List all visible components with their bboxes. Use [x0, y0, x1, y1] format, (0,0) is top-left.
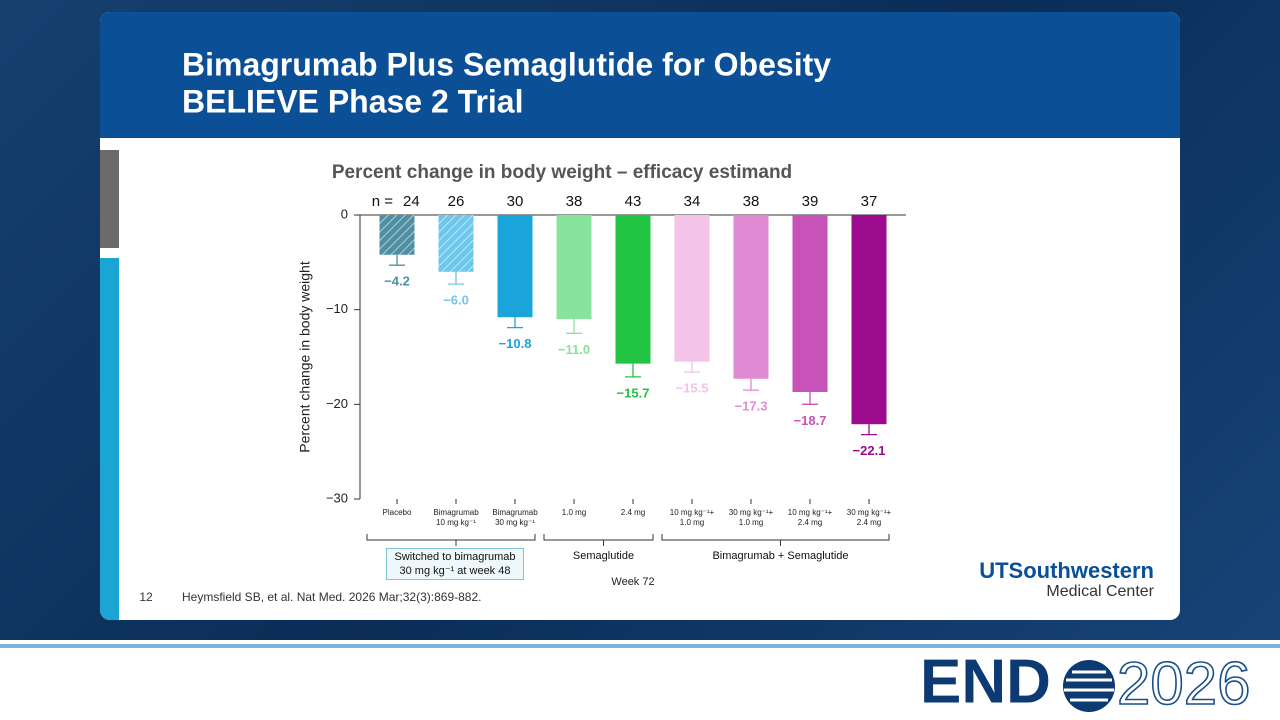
error-bar [448, 271, 464, 285]
bar-hatch [379, 215, 415, 255]
x-axis-label: Week 72 [611, 576, 654, 588]
sample-size: 38 [743, 193, 760, 210]
sample-size: 24 [403, 193, 420, 210]
value-label: −10.8 [499, 336, 532, 351]
sample-size: 34 [684, 193, 701, 210]
bar [674, 215, 710, 362]
bar [733, 215, 769, 379]
error-bar [861, 424, 877, 436]
group-label: Bimagrumab + Semaglutide [712, 550, 849, 562]
value-label: −22.1 [853, 443, 886, 458]
globe-lines [1064, 670, 1114, 702]
value-label: −15.7 [617, 385, 650, 400]
error-bar [625, 363, 641, 378]
x-tick-label: Bimagrumab 30 mg kg⁻¹ [492, 508, 538, 527]
group-label: Semaglutide [572, 550, 635, 562]
error-bar [684, 361, 700, 373]
slide-title: BELIEVE Phase 2 Trial [182, 83, 523, 119]
y-tick-label: 0 [341, 206, 348, 221]
sample-size: 37 [861, 193, 878, 210]
value-label: −11.0 [558, 342, 590, 357]
x-tick-label: 10 mg kg⁻¹+ 2.4 mg [787, 508, 833, 527]
y-tick-label: −30 [326, 490, 348, 505]
event-name: END [920, 647, 1051, 716]
logo-name: UTSouthwestern [979, 558, 1154, 583]
sample-size: 30 [507, 193, 524, 210]
group-bracket [543, 534, 654, 546]
error-bar [507, 317, 523, 329]
x-tick-label: 1.0 mg [561, 508, 587, 517]
group-bracket [366, 534, 536, 546]
n-prefix: n = [372, 193, 394, 210]
error-bar [566, 319, 582, 334]
bar [792, 215, 828, 393]
x-tick-label: 10 mg kg⁻¹+ 1.0 mg [669, 508, 715, 527]
x-tick-label: 2.4 mg [620, 508, 646, 517]
slide-header [100, 12, 1180, 138]
sample-size: 26 [448, 193, 465, 210]
y-axis-label: Percent change in body weight [297, 261, 313, 453]
x-tick-label: 30 mg kg⁻¹+ 1.0 mg [728, 508, 774, 527]
value-label: −18.7 [794, 413, 827, 428]
bar [851, 215, 887, 425]
value-label: −15.5 [676, 381, 709, 396]
error-bar [389, 254, 405, 266]
event-globe [1063, 660, 1115, 712]
chart-title: Percent change in body weight – efficacy… [332, 162, 792, 183]
bar [556, 215, 592, 320]
citation: Heymsfield SB, et al. Nat Med. 2026 Mar;… [182, 590, 481, 604]
group-label: Switched to bimagrumab 30 mg kg⁻¹ at wee… [386, 548, 524, 580]
group-bracket [661, 534, 890, 546]
slide-card [100, 12, 1180, 620]
value-label: −4.2 [384, 274, 410, 289]
side-bar-gray [100, 150, 119, 248]
value-label: −6.0 [443, 293, 469, 308]
footer-line [0, 644, 1280, 648]
slide-number: 12 [139, 590, 153, 604]
error-bar [743, 378, 759, 391]
logo-sub: Medical Center [1046, 583, 1154, 600]
side-bar-cyan [100, 258, 119, 620]
x-tick-label: Placebo [382, 508, 412, 517]
event-year: 2026 [1117, 650, 1250, 717]
x-tick-label: Bimagrumab 10 mg kg⁻¹ [433, 508, 479, 527]
value-label: −17.3 [735, 399, 768, 414]
bar-hatch [438, 215, 474, 272]
y-tick-label: −10 [326, 301, 348, 316]
sample-size: 38 [566, 193, 583, 210]
y-tick-label: −20 [326, 396, 348, 411]
sample-size: 39 [802, 193, 819, 210]
bar [497, 215, 533, 318]
error-bar [802, 392, 818, 405]
slide-title: Bimagrumab Plus Semaglutide for Obesity [182, 46, 831, 82]
bar [615, 215, 651, 364]
x-tick-label: 30 mg kg⁻¹+ 2.4 mg [846, 508, 892, 527]
sample-size: 43 [625, 193, 642, 210]
